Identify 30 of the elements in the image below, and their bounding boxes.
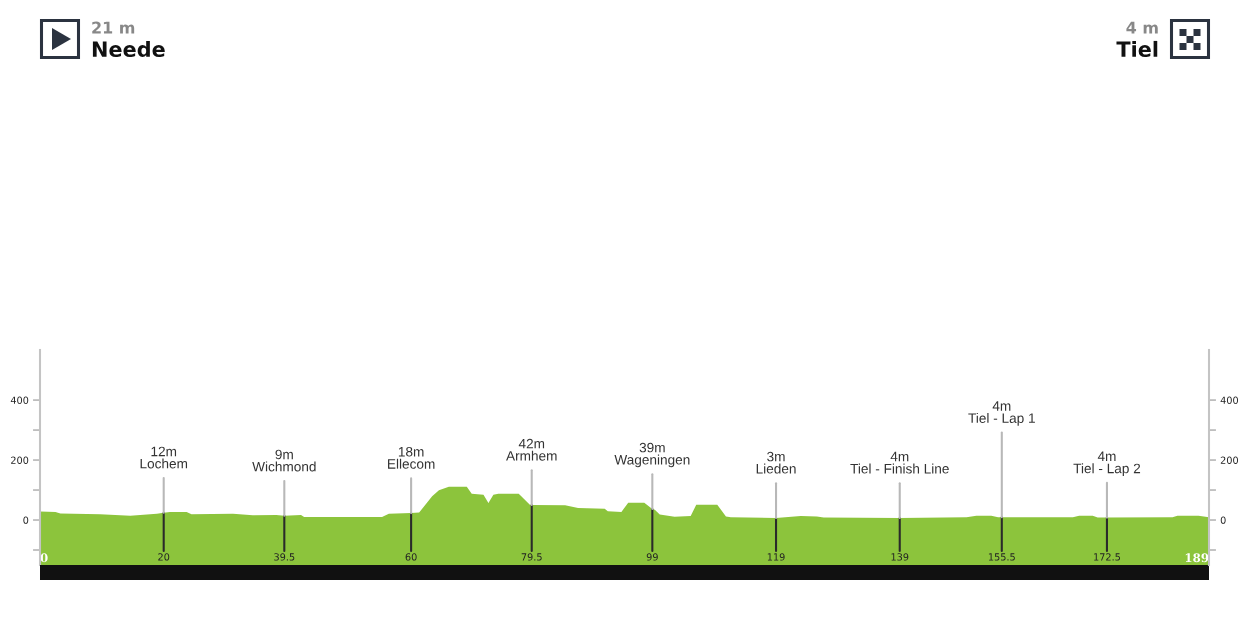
x-tick-label: 60 bbox=[405, 553, 417, 561]
x-tick-label: 20 bbox=[158, 553, 170, 561]
y2-tick-label: 400 bbox=[1220, 396, 1239, 404]
text: 4 m bbox=[1126, 21, 1158, 34]
x-tick-label: 189 bbox=[1185, 553, 1209, 563]
x-tick-label: 172.5 bbox=[1094, 553, 1121, 561]
x-tick-label: 0 bbox=[40, 553, 48, 563]
y-tick-label: 0 bbox=[23, 516, 29, 524]
text: Tiel bbox=[1116, 40, 1158, 58]
text: 21 m bbox=[92, 21, 135, 34]
x-tick-label: 99 bbox=[646, 553, 658, 561]
annotation: 12m Lochem bbox=[140, 446, 188, 469]
annotation: 4m Tiel - Lap 2 bbox=[1073, 451, 1141, 476]
x-tick-label: 155.5 bbox=[988, 553, 1015, 561]
y2-tick-label: 200 bbox=[1220, 456, 1239, 464]
y2-tick-label: 0 bbox=[1220, 516, 1226, 524]
x-tick-label: 39.5 bbox=[274, 553, 295, 561]
annotation: 4m Tiel - Lap 1 bbox=[968, 401, 1035, 426]
annotation: 18m Ellecom bbox=[388, 446, 435, 469]
x-tick-label: 119 bbox=[767, 553, 785, 561]
x-tick-label: 79.5 bbox=[521, 553, 542, 561]
x-tick-label: 139 bbox=[891, 553, 909, 561]
annotation: 4m Tiel - Finish Line bbox=[850, 451, 949, 474]
y-tick-label: 200 bbox=[11, 456, 29, 464]
text: Neede bbox=[92, 40, 165, 58]
annotation: 42m Armhem bbox=[506, 438, 557, 461]
y-tick-label: 400 bbox=[10, 396, 29, 404]
annotation: 9m Wichmond bbox=[252, 449, 316, 472]
annotation: 39m Wageningen bbox=[614, 442, 690, 468]
annotation: 3m Lieden bbox=[756, 451, 796, 474]
